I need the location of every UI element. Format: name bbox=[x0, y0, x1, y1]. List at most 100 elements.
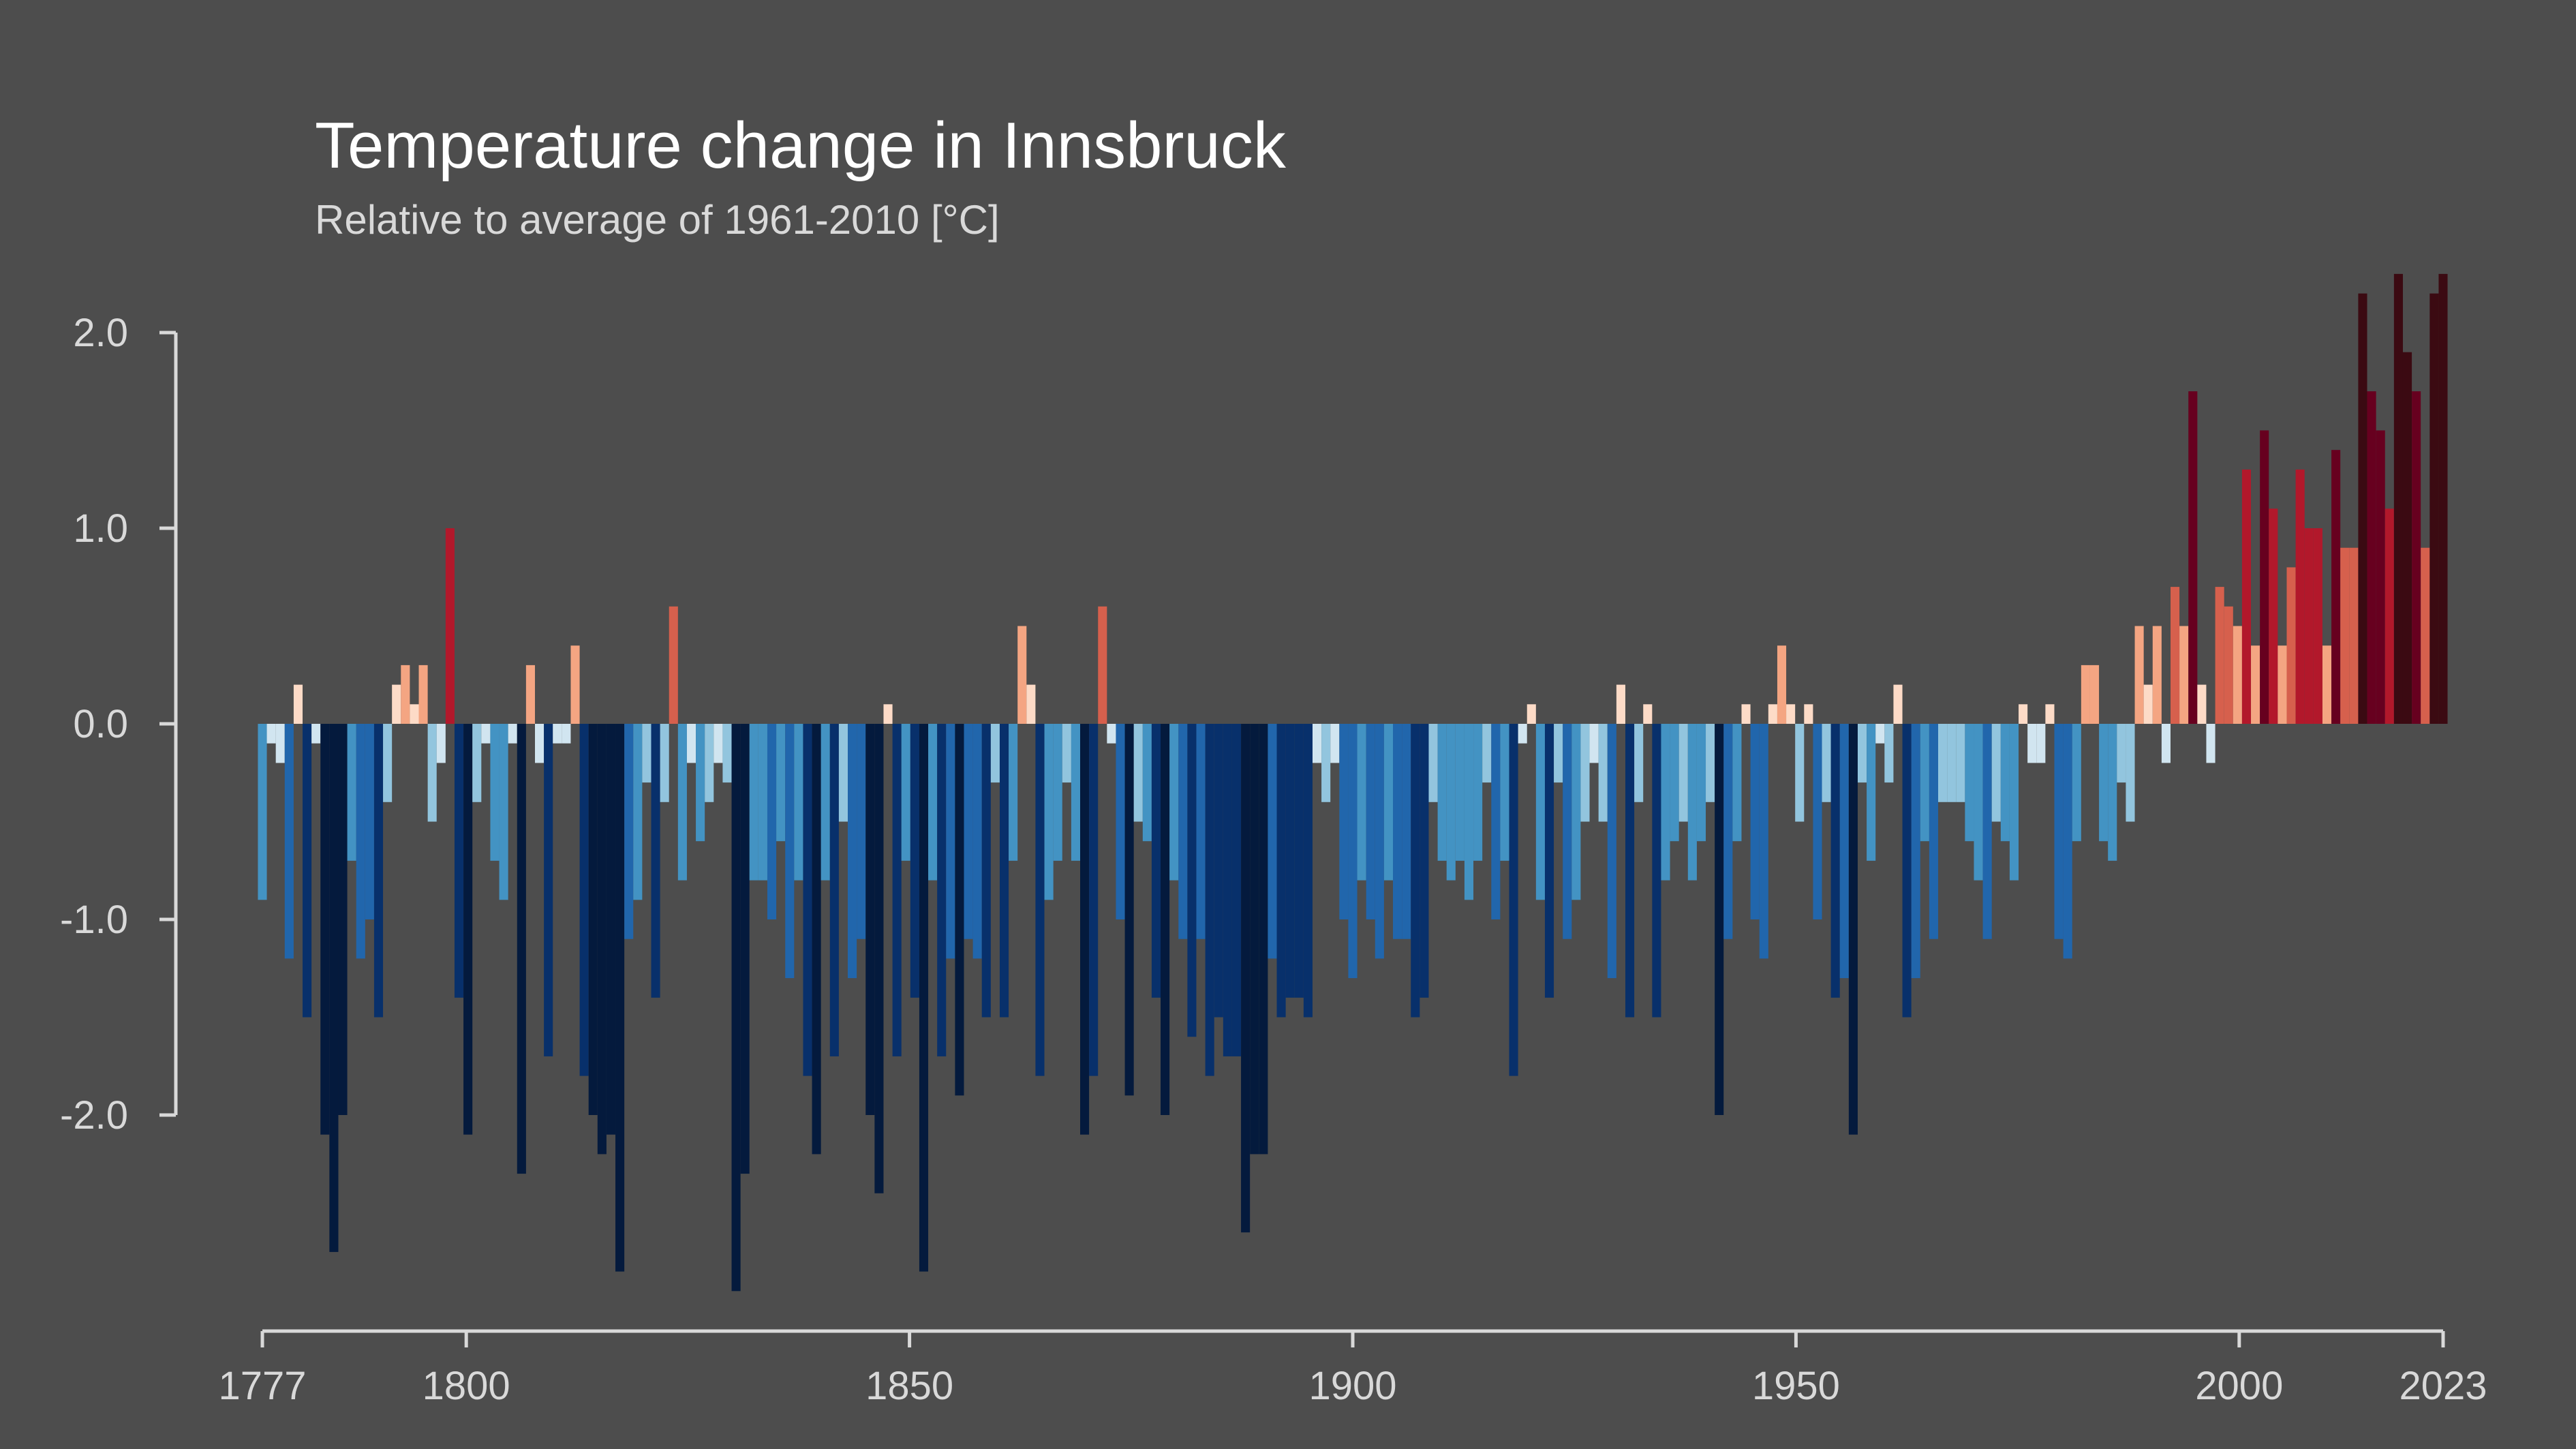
bar-1862 bbox=[1017, 626, 1027, 724]
bar-1781 bbox=[293, 684, 303, 724]
bar-2015 bbox=[2385, 508, 2394, 724]
bar-1965 bbox=[1938, 724, 1948, 802]
bar-1870 bbox=[1089, 724, 1099, 1076]
bar-1940 bbox=[1715, 724, 1724, 1115]
bar-1971 bbox=[1991, 724, 2001, 822]
bar-1838 bbox=[803, 724, 812, 1076]
bar-1860 bbox=[999, 724, 1009, 1018]
bar-1847 bbox=[883, 704, 893, 724]
bar-1848 bbox=[892, 724, 902, 1056]
bar-2017 bbox=[2402, 352, 2412, 724]
bar-1923 bbox=[1563, 724, 1572, 939]
bar-1823 bbox=[669, 606, 678, 724]
bar-1907 bbox=[1420, 724, 1429, 998]
bar-1987 bbox=[2134, 626, 2144, 724]
bar-1843 bbox=[848, 724, 857, 979]
bar-1805 bbox=[508, 724, 517, 744]
bar-1892 bbox=[1285, 724, 1295, 998]
bar-1936 bbox=[1678, 724, 1688, 822]
bar-1851 bbox=[919, 724, 929, 1272]
bar-1938 bbox=[1696, 724, 1706, 842]
bar-1866 bbox=[1053, 724, 1062, 861]
bar-1804 bbox=[499, 724, 508, 900]
bar-1921 bbox=[1544, 724, 1554, 998]
bar-1916 bbox=[1500, 724, 1509, 861]
bar-1839 bbox=[812, 724, 821, 1155]
bar-1796 bbox=[427, 724, 437, 822]
bar-1856 bbox=[964, 724, 973, 939]
bar-1925 bbox=[1580, 724, 1590, 822]
bar-1821 bbox=[651, 724, 660, 998]
bar-1845 bbox=[865, 724, 875, 1115]
bar-1926 bbox=[1589, 724, 1599, 763]
bar-1808 bbox=[535, 724, 545, 763]
bar-1780 bbox=[284, 724, 294, 959]
bar-1932 bbox=[1643, 704, 1653, 724]
chart-subtitle: Relative to average of 1961-2010 [°C] bbox=[315, 197, 1000, 243]
bar-1988 bbox=[2143, 684, 2153, 724]
bar-1911 bbox=[1455, 724, 1465, 861]
bar-1813 bbox=[579, 724, 589, 1076]
bar-2000 bbox=[2251, 645, 2260, 724]
bar-1900 bbox=[1357, 724, 1366, 881]
bar-1985 bbox=[2117, 724, 2126, 783]
bar-1967 bbox=[1956, 724, 1965, 802]
bar-1935 bbox=[1670, 724, 1679, 842]
bar-1800 bbox=[463, 724, 473, 1135]
bar-2007 bbox=[2313, 528, 2322, 724]
bar-1786 bbox=[338, 724, 348, 1115]
bar-1858 bbox=[981, 724, 991, 1018]
bar-1877 bbox=[1151, 724, 1161, 998]
bar-1909 bbox=[1437, 724, 1447, 861]
bar-1803 bbox=[490, 724, 500, 861]
bar-1961 bbox=[1902, 724, 1912, 1018]
bar-1833 bbox=[758, 724, 767, 881]
bar-1931 bbox=[1634, 724, 1644, 802]
bar-1902 bbox=[1375, 724, 1384, 959]
bar-1888 bbox=[1250, 724, 1259, 1155]
bar-1976 bbox=[2036, 724, 2046, 763]
bar-1822 bbox=[660, 724, 669, 802]
bar-1868 bbox=[1071, 724, 1080, 861]
bar-1978 bbox=[2054, 724, 2064, 939]
bar-1917 bbox=[1509, 724, 1518, 1076]
bar-1989 bbox=[2152, 626, 2162, 724]
bar-1846 bbox=[874, 724, 884, 1193]
x-tick-label: 1777 bbox=[218, 1364, 306, 1408]
bar-1785 bbox=[329, 724, 339, 1252]
bar-1977 bbox=[2045, 704, 2055, 724]
bar-1896 bbox=[1321, 724, 1331, 802]
bar-1864 bbox=[1035, 724, 1045, 1076]
bar-1787 bbox=[347, 724, 356, 861]
bar-1819 bbox=[633, 724, 643, 900]
bar-1950 bbox=[1804, 704, 1813, 724]
bar-1802 bbox=[481, 724, 491, 744]
bar-1937 bbox=[1687, 724, 1697, 881]
bar-1886 bbox=[1231, 724, 1242, 1056]
bar-1996 bbox=[2215, 587, 2224, 724]
bar-1970 bbox=[1982, 724, 1992, 939]
bar-1782 bbox=[303, 724, 312, 1018]
bar-1869 bbox=[1080, 724, 1090, 1135]
bar-1792 bbox=[392, 684, 401, 724]
bar-1904 bbox=[1393, 724, 1402, 939]
bar-1924 bbox=[1571, 724, 1581, 900]
bar-1948 bbox=[1786, 704, 1796, 724]
bar-1946 bbox=[1768, 704, 1777, 724]
bar-1945 bbox=[1759, 724, 1768, 959]
bar-1919 bbox=[1527, 704, 1536, 724]
y-tick-label: 0.0 bbox=[73, 702, 128, 746]
bar-1974 bbox=[2019, 704, 2028, 724]
bar-1979 bbox=[2063, 724, 2072, 959]
bar-2018 bbox=[2412, 391, 2421, 724]
bar-1993 bbox=[2188, 391, 2198, 724]
bar-1806 bbox=[517, 724, 526, 1174]
bar-1812 bbox=[570, 645, 580, 724]
bar-1828 bbox=[714, 724, 723, 763]
bar-1876 bbox=[1142, 724, 1152, 842]
bar-1893 bbox=[1294, 724, 1304, 998]
bar-1964 bbox=[1929, 724, 1939, 939]
bar-1889 bbox=[1259, 724, 1268, 1155]
bar-1816 bbox=[606, 724, 616, 1135]
